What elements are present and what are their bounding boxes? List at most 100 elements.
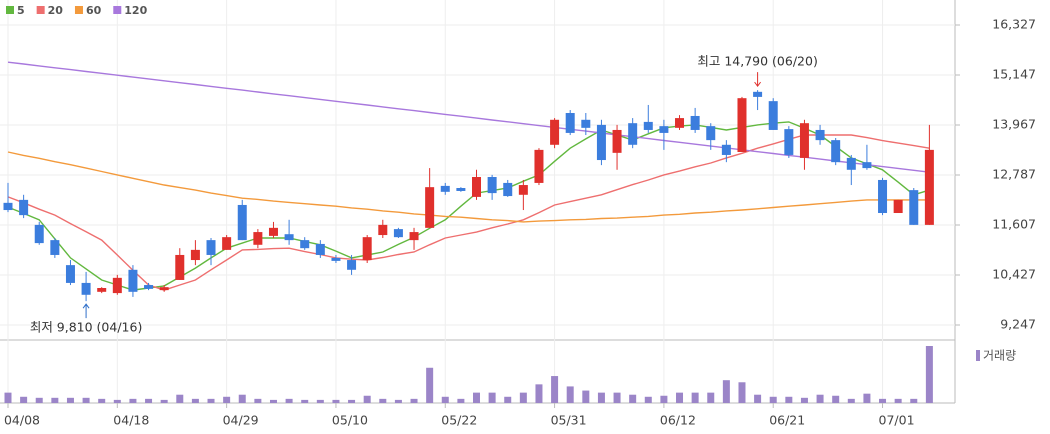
- ma-line: [7, 61, 930, 173]
- candle-body: [581, 119, 591, 128]
- volume-bar: [426, 367, 434, 403]
- legend-label: 120: [124, 4, 147, 17]
- volume-bar: [613, 392, 621, 403]
- volume-bar: [66, 397, 74, 403]
- volume-bar: [925, 346, 933, 403]
- candle-body: [237, 204, 247, 241]
- candle-body: [19, 199, 29, 216]
- volume-bar: [551, 376, 559, 403]
- volume-legend-swatch: [976, 350, 980, 361]
- candle-body: [737, 98, 747, 152]
- volume-bar: [191, 398, 199, 403]
- volume-bar: [769, 396, 777, 403]
- volume-bar: [51, 397, 59, 403]
- volume-bar: [410, 398, 418, 403]
- candle-body: [721, 144, 731, 155]
- high-arrow: [754, 72, 761, 87]
- candle-body: [550, 119, 560, 145]
- candle-body: [144, 285, 154, 289]
- x-tick-label: 07/01: [879, 413, 915, 428]
- volume-bar: [457, 398, 465, 403]
- volume-bar: [285, 398, 293, 403]
- candle-body: [206, 240, 216, 255]
- candle-body: [612, 129, 622, 153]
- volume-bar: [301, 399, 309, 403]
- legend-label: 20: [48, 4, 64, 17]
- volume-bar: [754, 394, 762, 403]
- candle-body: [393, 229, 403, 238]
- candle-body: [862, 162, 872, 169]
- y-tick-label: 16,327: [992, 17, 1036, 32]
- volume-legend-label: 거래량: [983, 349, 1016, 363]
- volume-bar: [488, 392, 496, 403]
- low-annotation: 최저 9,810 (04/16): [30, 320, 143, 335]
- candle-body: [831, 140, 841, 163]
- volume-bar: [20, 396, 28, 403]
- x-tick-label: 06/21: [769, 413, 805, 428]
- volume-bar: [535, 384, 543, 403]
- low-arrow: [82, 303, 90, 319]
- candle-body: [222, 237, 232, 250]
- volume-bar: [816, 394, 824, 403]
- volume-bar: [379, 398, 387, 403]
- volume-bar: [160, 399, 168, 403]
- x-tick-label: 05/10: [332, 413, 368, 428]
- candle-body: [268, 227, 278, 236]
- volume-bar: [254, 398, 262, 403]
- volume-bar: [629, 394, 637, 403]
- y-tick-label: 15,147: [992, 67, 1036, 82]
- x-tick-label: 05/22: [441, 413, 477, 428]
- candle-body: [300, 240, 310, 249]
- volume-bar: [129, 398, 137, 403]
- candle-body: [425, 187, 435, 228]
- volume-bar: [832, 395, 840, 403]
- candle-body: [799, 123, 809, 158]
- x-tick-label: 04/29: [223, 413, 259, 428]
- volume-bar: [644, 396, 652, 403]
- x-tick-label: 05/31: [551, 413, 587, 428]
- candle-body: [628, 123, 638, 145]
- candle-body: [362, 237, 372, 261]
- volume-bar: [82, 397, 90, 403]
- volume-bar: [879, 398, 887, 403]
- volume-bar: [676, 392, 684, 403]
- candle-body: [690, 115, 700, 130]
- volume-bar: [269, 399, 277, 403]
- candle-body: [284, 234, 294, 241]
- ma-line: [7, 151, 930, 223]
- candle-body: [378, 224, 388, 236]
- legend-swatch: [36, 6, 45, 14]
- volume-bar: [738, 382, 746, 403]
- volume-bar: [800, 397, 808, 403]
- volume-bar: [863, 393, 871, 403]
- volume-bar: [691, 392, 699, 403]
- candle-body: [503, 182, 513, 197]
- high-annotation: 최고 14,790 (06/20): [697, 54, 817, 69]
- volume-bar: [597, 392, 605, 403]
- legend-swatch: [6, 6, 14, 14]
- candle-body: [81, 282, 91, 295]
- candle-body: [893, 199, 903, 214]
- x-tick-label: 04/08: [4, 413, 40, 428]
- legend-label: 5: [17, 4, 25, 17]
- candle-body: [909, 190, 919, 225]
- candle-body: [768, 101, 778, 130]
- legend-swatch: [74, 6, 83, 14]
- legend-label: 60: [86, 4, 102, 17]
- volume-bar: [238, 394, 246, 403]
- volume-bar: [363, 395, 371, 403]
- volume-bar: [707, 392, 715, 403]
- volume-bar: [98, 398, 106, 403]
- volume-bar: [207, 398, 215, 403]
- volume-bar: [504, 396, 512, 403]
- x-tick-label: 06/12: [660, 413, 696, 428]
- candle-body: [65, 265, 75, 283]
- candle-body: [331, 257, 341, 261]
- candle-body: [753, 91, 763, 97]
- volume-bar: [35, 397, 43, 403]
- y-tick-label: 12,787: [992, 167, 1036, 182]
- volume-bar: [176, 394, 184, 403]
- candle-body: [97, 288, 107, 292]
